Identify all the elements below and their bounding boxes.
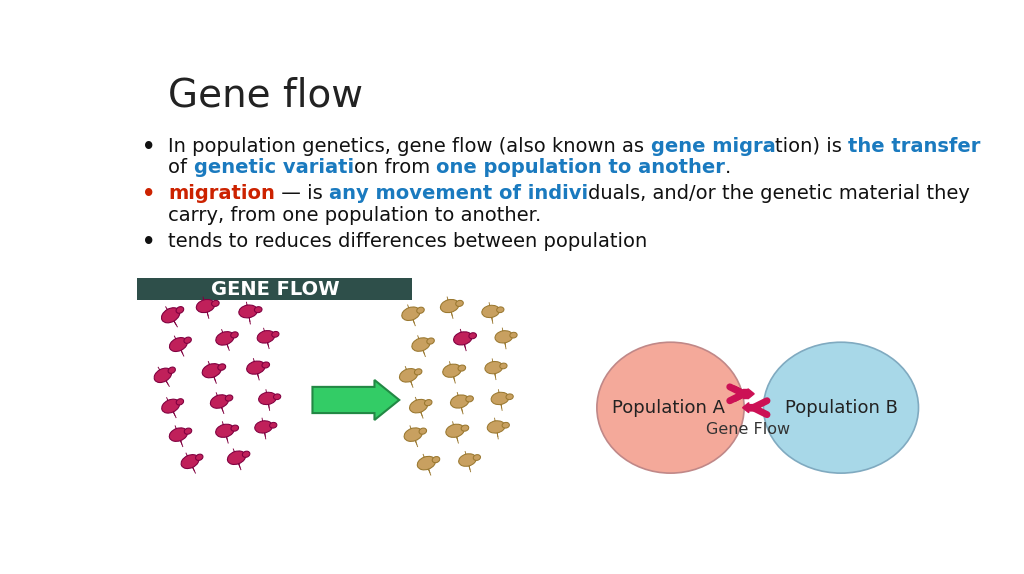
Ellipse shape [445,424,464,437]
Ellipse shape [176,307,183,313]
Text: genetic variati: genetic variati [194,158,353,177]
Ellipse shape [454,332,472,345]
Ellipse shape [231,425,239,431]
Ellipse shape [500,363,507,369]
Text: GENE FLOW: GENE FLOW [211,280,339,298]
Ellipse shape [155,368,172,382]
Ellipse shape [492,392,509,405]
Ellipse shape [321,394,339,406]
Ellipse shape [247,361,265,374]
Ellipse shape [506,394,513,400]
Ellipse shape [271,331,279,337]
Ellipse shape [459,453,476,466]
Text: Population B: Population B [784,399,897,417]
Ellipse shape [184,337,191,343]
Ellipse shape [162,399,179,413]
Ellipse shape [473,455,480,460]
Ellipse shape [461,425,469,431]
Ellipse shape [162,308,180,323]
Ellipse shape [427,338,434,344]
Ellipse shape [254,307,262,313]
Text: •: • [142,137,156,157]
Ellipse shape [218,364,225,370]
Ellipse shape [495,331,513,343]
Text: duals, and/or the genetic material they: duals, and/or the genetic material they [589,184,970,203]
Ellipse shape [497,307,504,313]
Ellipse shape [466,396,473,402]
Ellipse shape [440,300,459,313]
Ellipse shape [485,362,503,374]
Ellipse shape [502,422,509,428]
Ellipse shape [225,395,232,401]
Text: •: • [142,232,156,252]
Ellipse shape [257,331,274,343]
Text: the transfer: the transfer [849,137,981,156]
Text: In population genetics, gene flow (also known as: In population genetics, gene flow (also … [168,137,650,156]
Ellipse shape [216,424,234,437]
Ellipse shape [404,428,422,441]
Text: tends to reduces differences between population: tends to reduces differences between pop… [168,232,647,251]
Ellipse shape [169,428,187,441]
Ellipse shape [419,428,427,434]
Text: Population A: Population A [612,399,725,417]
Text: gene migra: gene migra [650,137,775,156]
Ellipse shape [425,400,432,406]
Ellipse shape [469,333,476,339]
Text: any movement of indivi: any movement of indivi [329,184,589,203]
Ellipse shape [487,421,505,433]
Ellipse shape [510,332,517,338]
Ellipse shape [764,342,919,473]
Text: one population to another: one population to another [436,158,725,177]
Text: — is: — is [275,184,329,203]
Ellipse shape [399,369,418,382]
Ellipse shape [230,332,239,338]
Ellipse shape [212,300,219,307]
Ellipse shape [418,456,435,470]
Ellipse shape [401,307,420,320]
Ellipse shape [202,364,221,378]
Ellipse shape [243,451,250,457]
Text: .: . [725,158,731,177]
Ellipse shape [432,456,439,463]
Ellipse shape [196,454,203,460]
Ellipse shape [210,395,228,408]
Ellipse shape [597,342,744,473]
Ellipse shape [184,428,191,434]
Ellipse shape [227,451,246,464]
Text: •: • [142,184,156,204]
Text: on from: on from [353,158,436,177]
Text: carry, from one population to another.: carry, from one population to another. [168,206,542,225]
Ellipse shape [168,367,175,374]
Ellipse shape [451,395,469,408]
Ellipse shape [259,392,276,405]
Ellipse shape [255,421,272,433]
FancyArrow shape [312,380,399,420]
Ellipse shape [216,332,233,345]
Ellipse shape [482,305,500,317]
Ellipse shape [415,369,422,375]
FancyArrow shape [742,403,755,413]
Ellipse shape [176,399,183,405]
FancyArrow shape [742,389,755,399]
Ellipse shape [336,395,343,401]
Ellipse shape [442,364,461,377]
Text: tion) is: tion) is [775,137,849,156]
Ellipse shape [262,362,269,368]
Text: Gene Flow: Gene Flow [706,421,791,437]
Ellipse shape [417,307,424,313]
Text: of: of [168,158,194,177]
Ellipse shape [458,365,466,371]
Ellipse shape [273,394,281,400]
Ellipse shape [456,300,463,307]
Text: migration: migration [168,184,275,203]
Text: Gene flow: Gene flow [168,76,364,115]
Ellipse shape [269,422,276,428]
Ellipse shape [169,338,187,351]
Ellipse shape [239,305,257,318]
Ellipse shape [181,455,199,468]
Ellipse shape [197,300,215,313]
FancyBboxPatch shape [137,278,413,300]
Ellipse shape [410,400,428,413]
Ellipse shape [412,338,430,351]
